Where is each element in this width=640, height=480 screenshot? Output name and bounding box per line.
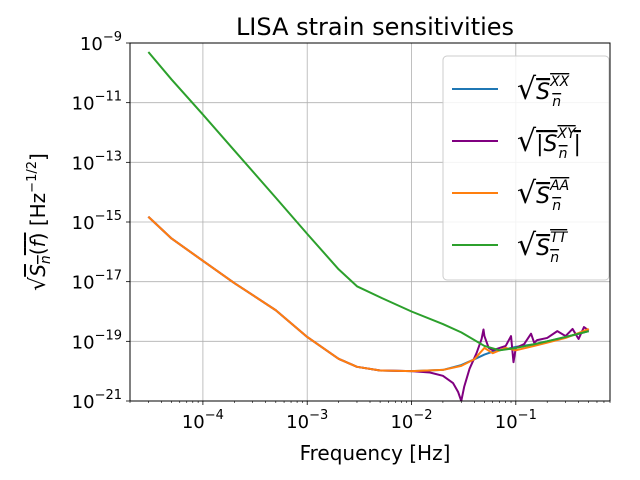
series-line-tt bbox=[147, 51, 589, 352]
y-tick-label: 10−13 bbox=[72, 149, 122, 174]
x-axis: 10−4 10−3 10−2 10−1 bbox=[129, 401, 611, 433]
legend-item: √|SXY n | bbox=[452, 124, 581, 162]
y-tick-label: 10−15 bbox=[72, 209, 122, 234]
y-tick-label: 10−19 bbox=[72, 328, 122, 353]
legend-box bbox=[442, 55, 610, 281]
legend-item: √SXX n bbox=[452, 72, 570, 110]
x-tick-label: 10−4 bbox=[182, 408, 224, 433]
legend-label: √STT n bbox=[517, 228, 569, 266]
y-tick-label: 10−17 bbox=[72, 269, 122, 294]
y-axis: 10−9 10−11 10−13 10−15 10−17 10−19 10−21 bbox=[72, 30, 130, 413]
legend-label: √|SXY n | bbox=[517, 124, 581, 162]
x-tick-label: 10−3 bbox=[286, 408, 328, 433]
x-tick-label: 10−2 bbox=[390, 408, 432, 433]
y-axis-label-text: √Sn(f) [Hz−1/2] bbox=[25, 153, 54, 291]
x-tick-label: 10−1 bbox=[495, 408, 537, 433]
legend-label: √SAA n bbox=[517, 176, 569, 214]
y-axis-label: √Sn(f) [Hz−1/2] bbox=[25, 153, 54, 291]
series-group bbox=[147, 51, 590, 401]
legend: √SXX n √|SXY n | √SAA n √STT n bbox=[442, 55, 610, 281]
series-line-aa bbox=[147, 216, 590, 373]
chart-title: LISA strain sensitivities bbox=[236, 13, 514, 41]
y-tick-label: 10−21 bbox=[72, 388, 122, 413]
legend-label: √SXX n bbox=[517, 72, 570, 110]
y-tick-label: 10−9 bbox=[80, 30, 122, 55]
x-axis-label: Frequency [Hz] bbox=[300, 441, 451, 465]
y-tick-label: 10−11 bbox=[72, 90, 122, 115]
legend-item: √SAA n bbox=[452, 176, 569, 214]
legend-item: √STT n bbox=[452, 228, 569, 266]
